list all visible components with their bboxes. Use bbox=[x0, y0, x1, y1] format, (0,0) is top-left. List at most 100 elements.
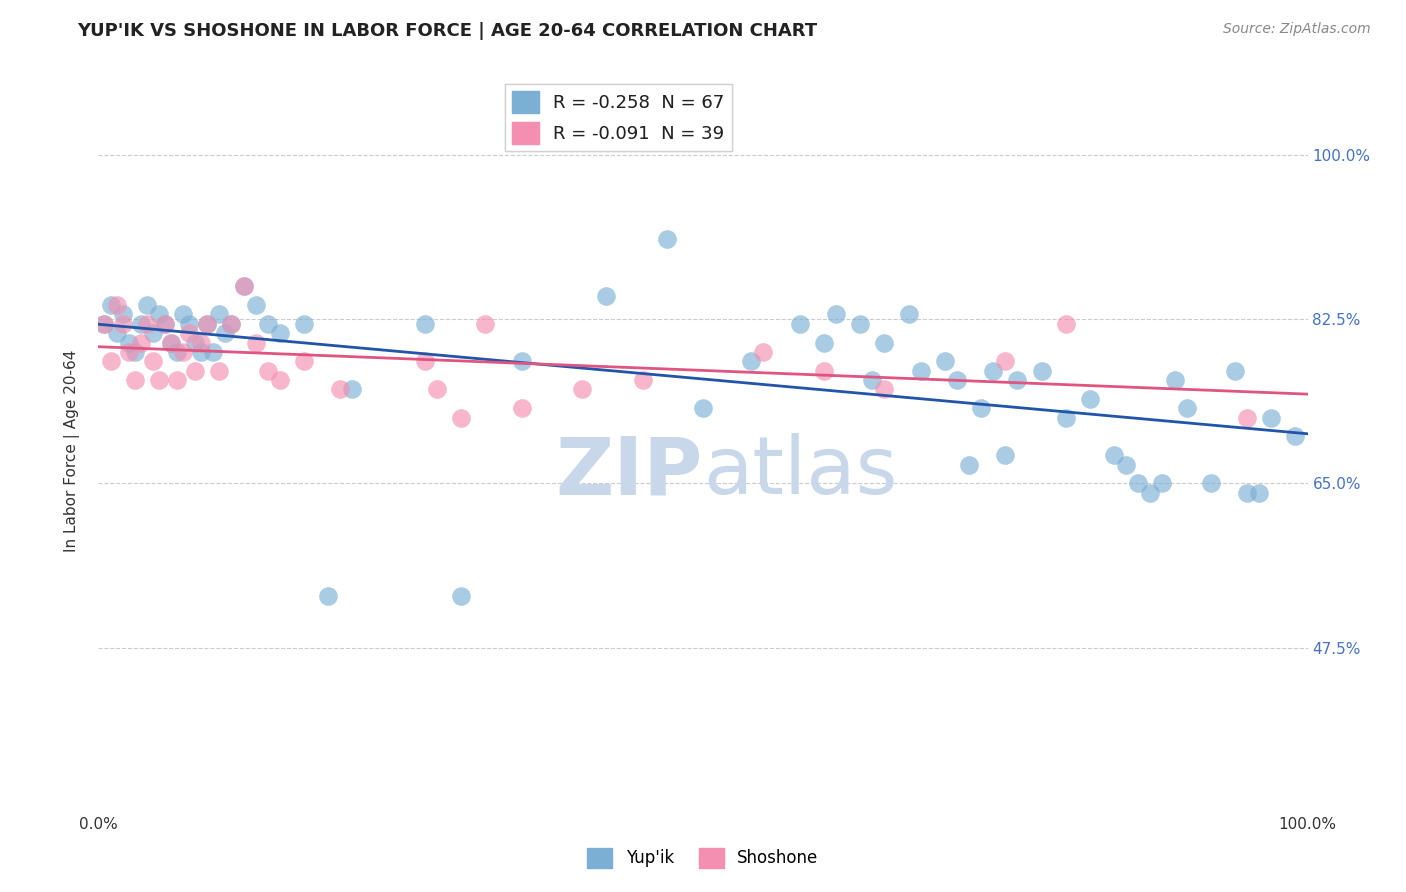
Point bbox=[426, 383, 449, 397]
Point bbox=[1078, 392, 1101, 406]
Point bbox=[813, 335, 835, 350]
Point bbox=[1260, 410, 1282, 425]
Point bbox=[195, 317, 218, 331]
Point bbox=[184, 364, 207, 378]
Point bbox=[934, 354, 956, 368]
Point bbox=[897, 307, 920, 321]
Point bbox=[413, 317, 436, 331]
Text: YUP'IK VS SHOSHONE IN LABOR FORCE | AGE 20-64 CORRELATION CHART: YUP'IK VS SHOSHONE IN LABOR FORCE | AGE … bbox=[77, 22, 817, 40]
Point bbox=[232, 279, 254, 293]
Point bbox=[316, 589, 339, 603]
Point bbox=[111, 307, 134, 321]
Point bbox=[93, 317, 115, 331]
Point bbox=[1236, 485, 1258, 500]
Point bbox=[245, 298, 267, 312]
Point bbox=[510, 401, 533, 416]
Point bbox=[692, 401, 714, 416]
Point bbox=[111, 317, 134, 331]
Point bbox=[179, 317, 201, 331]
Point bbox=[789, 317, 811, 331]
Point bbox=[825, 307, 848, 321]
Legend: Yup'ik, Shoshone: Yup'ik, Shoshone bbox=[581, 841, 825, 875]
Point bbox=[813, 364, 835, 378]
Point bbox=[970, 401, 993, 416]
Point bbox=[245, 335, 267, 350]
Point bbox=[752, 345, 775, 359]
Point bbox=[221, 317, 243, 331]
Point bbox=[946, 373, 969, 387]
Point bbox=[232, 279, 254, 293]
Point bbox=[571, 383, 593, 397]
Point bbox=[1128, 476, 1150, 491]
Point bbox=[153, 317, 176, 331]
Point bbox=[910, 364, 932, 378]
Point bbox=[1249, 485, 1271, 500]
Point bbox=[129, 317, 152, 331]
Point bbox=[166, 345, 188, 359]
Point bbox=[135, 317, 157, 331]
Point bbox=[190, 335, 212, 350]
Text: atlas: atlas bbox=[703, 434, 897, 511]
Point bbox=[860, 373, 883, 387]
Point bbox=[202, 345, 225, 359]
Point bbox=[208, 364, 231, 378]
Point bbox=[1054, 317, 1077, 331]
Point bbox=[148, 373, 170, 387]
Point bbox=[100, 354, 122, 368]
Point bbox=[631, 373, 654, 387]
Point bbox=[450, 589, 472, 603]
Point bbox=[184, 335, 207, 350]
Point bbox=[1199, 476, 1222, 491]
Point bbox=[1175, 401, 1198, 416]
Point bbox=[510, 354, 533, 368]
Point bbox=[1115, 458, 1137, 472]
Point bbox=[105, 298, 128, 312]
Point bbox=[172, 345, 194, 359]
Text: ZIP: ZIP bbox=[555, 434, 703, 511]
Point bbox=[124, 373, 146, 387]
Text: Source: ZipAtlas.com: Source: ZipAtlas.com bbox=[1223, 22, 1371, 37]
Point bbox=[166, 373, 188, 387]
Point bbox=[1031, 364, 1053, 378]
Point bbox=[269, 326, 291, 341]
Point bbox=[981, 364, 1004, 378]
Point bbox=[190, 345, 212, 359]
Point bbox=[208, 307, 231, 321]
Point bbox=[135, 298, 157, 312]
Point bbox=[1284, 429, 1306, 443]
Point bbox=[957, 458, 980, 472]
Point bbox=[1152, 476, 1174, 491]
Point bbox=[172, 307, 194, 321]
Point bbox=[873, 335, 896, 350]
Point bbox=[142, 326, 165, 341]
Point bbox=[124, 345, 146, 359]
Point bbox=[153, 317, 176, 331]
Point bbox=[100, 298, 122, 312]
Point bbox=[994, 448, 1017, 462]
Point bbox=[256, 317, 278, 331]
Point bbox=[655, 232, 678, 246]
Point bbox=[105, 326, 128, 341]
Point bbox=[849, 317, 872, 331]
Point bbox=[256, 364, 278, 378]
Point bbox=[474, 317, 496, 331]
Point bbox=[179, 326, 201, 341]
Point bbox=[1102, 448, 1125, 462]
Point bbox=[160, 335, 183, 350]
Point bbox=[214, 326, 236, 341]
Point bbox=[93, 317, 115, 331]
Point bbox=[873, 383, 896, 397]
Legend: R = -0.258  N = 67, R = -0.091  N = 39: R = -0.258 N = 67, R = -0.091 N = 39 bbox=[505, 84, 733, 152]
Point bbox=[221, 317, 243, 331]
Point bbox=[118, 335, 141, 350]
Y-axis label: In Labor Force | Age 20-64: In Labor Force | Age 20-64 bbox=[63, 350, 80, 551]
Point bbox=[595, 288, 617, 302]
Point bbox=[292, 354, 315, 368]
Point bbox=[148, 307, 170, 321]
Point bbox=[1139, 485, 1161, 500]
Point bbox=[1007, 373, 1029, 387]
Point bbox=[450, 410, 472, 425]
Point bbox=[994, 354, 1017, 368]
Point bbox=[342, 383, 364, 397]
Point bbox=[329, 383, 352, 397]
